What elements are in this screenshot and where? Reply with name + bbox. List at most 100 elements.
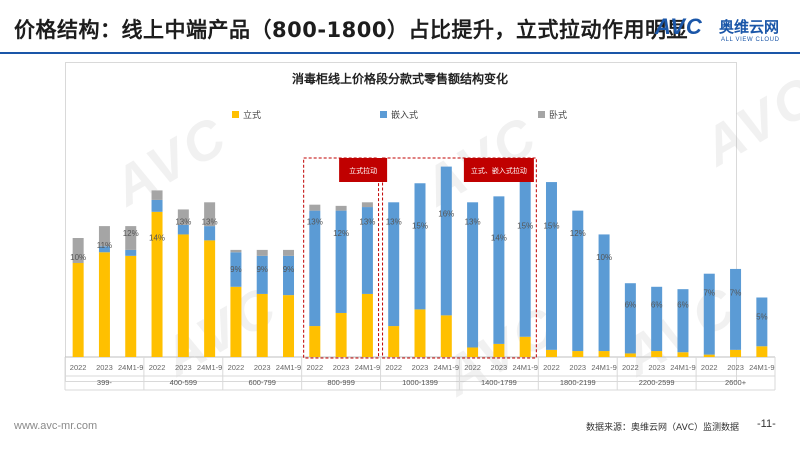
bar-segment-horizontal [72, 238, 84, 263]
logo-avc-text: AVC [655, 14, 703, 39]
x-tick-label: 24M1-9 [670, 363, 695, 372]
chart-title: 消毒柜线上价格段分款式零售额结构变化 [291, 72, 508, 86]
bar-segment-vertical [335, 312, 347, 357]
annotation-text: 立式拉动 [349, 166, 377, 175]
bar-segment-horizontal [309, 204, 321, 211]
footer-source: 数据来源：奥维云网（AVC）监测数据 [586, 423, 740, 433]
x-tick-label: 2023 [727, 363, 744, 372]
data-label: 13% [175, 217, 191, 226]
x-tick-label: 2022 [543, 363, 560, 372]
bar-segment-vertical [624, 353, 636, 357]
x-tick-label: 2022 [228, 363, 245, 372]
data-label: 12% [333, 229, 349, 238]
data-label: 14% [149, 233, 165, 242]
x-tick-label: 2023 [569, 363, 586, 372]
data-label: 13% [307, 217, 323, 226]
bar-segment-embedded [177, 224, 189, 235]
bar-segment-embedded [730, 268, 742, 350]
legend-label: 嵌入式 [391, 109, 418, 121]
annotation-tag [463, 158, 534, 182]
bar-segment-embedded [230, 252, 242, 287]
bar-segment-vertical [703, 354, 715, 357]
data-label: 9% [256, 265, 268, 274]
bar-segment-vertical [309, 326, 321, 357]
bar-segment-horizontal [230, 249, 242, 253]
bar-segment-embedded [598, 234, 610, 352]
bar-segment-horizontal [283, 249, 295, 256]
bar-segment-vertical [230, 286, 242, 357]
bar-segment-embedded [493, 196, 505, 344]
logo-cn-text: 奥维云网 [719, 18, 780, 36]
data-label: 9% [283, 265, 295, 274]
x-tick-label: 24M1-9 [512, 363, 537, 372]
x-tick-label: 24M1-9 [355, 363, 380, 372]
data-label: 13% [202, 217, 218, 226]
bar-segment-horizontal [361, 202, 373, 208]
bar-segment-embedded [388, 202, 400, 327]
data-label: 10% [596, 253, 612, 262]
x-tick-label: 2022 [306, 363, 323, 372]
bar-segment-vertical [177, 234, 189, 357]
legend-swatch [538, 111, 545, 118]
x-tick-label: 2022 [385, 363, 402, 372]
data-label: 11% [97, 241, 112, 250]
footer-url[interactable]: www.avc-mr.com [14, 420, 98, 432]
data-label: 13% [465, 217, 481, 226]
x-tick-label: 2022 [464, 363, 481, 372]
x-tick-label: 24M1-9 [276, 363, 301, 372]
bar-segment-vertical [204, 240, 216, 357]
legend-label: 卧式 [549, 109, 567, 121]
bar-segment-vertical [72, 262, 84, 357]
bar-segment-horizontal [177, 209, 189, 225]
bar-segment-vertical [440, 315, 452, 357]
x-tick-label: 2023 [96, 363, 113, 372]
x-tick-label: 24M1-9 [434, 363, 459, 372]
data-label: 12% [570, 229, 586, 238]
price-group-label: 600-799 [248, 378, 276, 387]
bar-segment-vertical [151, 211, 163, 357]
bar-segment-vertical [598, 351, 610, 357]
bar-segment-horizontal [204, 202, 216, 227]
bar-segment-embedded [519, 178, 531, 337]
data-label: 7% [703, 289, 715, 298]
bar-segment-vertical [651, 351, 663, 357]
annotation-tag [339, 158, 388, 182]
x-tick-label: 2022 [70, 363, 87, 372]
bar-segment-embedded [677, 289, 689, 353]
x-tick-label: 2023 [648, 363, 665, 372]
bar-segment-vertical [414, 309, 426, 357]
x-tick-label: 2023 [412, 363, 429, 372]
data-label: 6% [625, 301, 637, 310]
x-tick-label: 2023 [254, 363, 271, 372]
price-group-label: 2200-2599 [639, 378, 675, 387]
bar-segment-embedded [361, 207, 373, 294]
x-tick-label: 24M1-9 [591, 363, 616, 372]
logo-en-text: ALL VIEW CLOUD [721, 37, 780, 43]
data-label: 15% [517, 222, 533, 231]
bar-segment-embedded [151, 199, 163, 212]
bar-segment-embedded [204, 226, 216, 241]
x-tick-label: 2022 [701, 363, 718, 372]
bar-segment-embedded [125, 249, 137, 256]
data-label: 14% [491, 233, 507, 242]
data-label: 13% [386, 217, 402, 226]
header-divider [0, 52, 800, 54]
bar-segment-embedded [467, 202, 479, 348]
x-tick-label: 2023 [175, 363, 192, 372]
x-tick-label: 2022 [149, 363, 166, 372]
price-group-label: 2600+ [725, 378, 747, 387]
x-tick-label: 2022 [622, 363, 639, 372]
legend-swatch [380, 111, 387, 118]
data-label: 15% [543, 222, 559, 231]
bar-segment-vertical [756, 346, 768, 357]
bar-segment-embedded [624, 283, 636, 354]
x-tick-label: 24M1-9 [749, 363, 774, 372]
bar-segment-vertical [125, 255, 137, 357]
data-label: 16% [438, 210, 454, 219]
legend-label: 立式 [243, 109, 261, 121]
x-tick-label: 24M1-9 [197, 363, 222, 372]
bar-segment-vertical [467, 347, 479, 357]
bar-segment-horizontal [125, 226, 137, 250]
data-label: 6% [677, 301, 689, 310]
bar-segment-horizontal [335, 205, 347, 211]
